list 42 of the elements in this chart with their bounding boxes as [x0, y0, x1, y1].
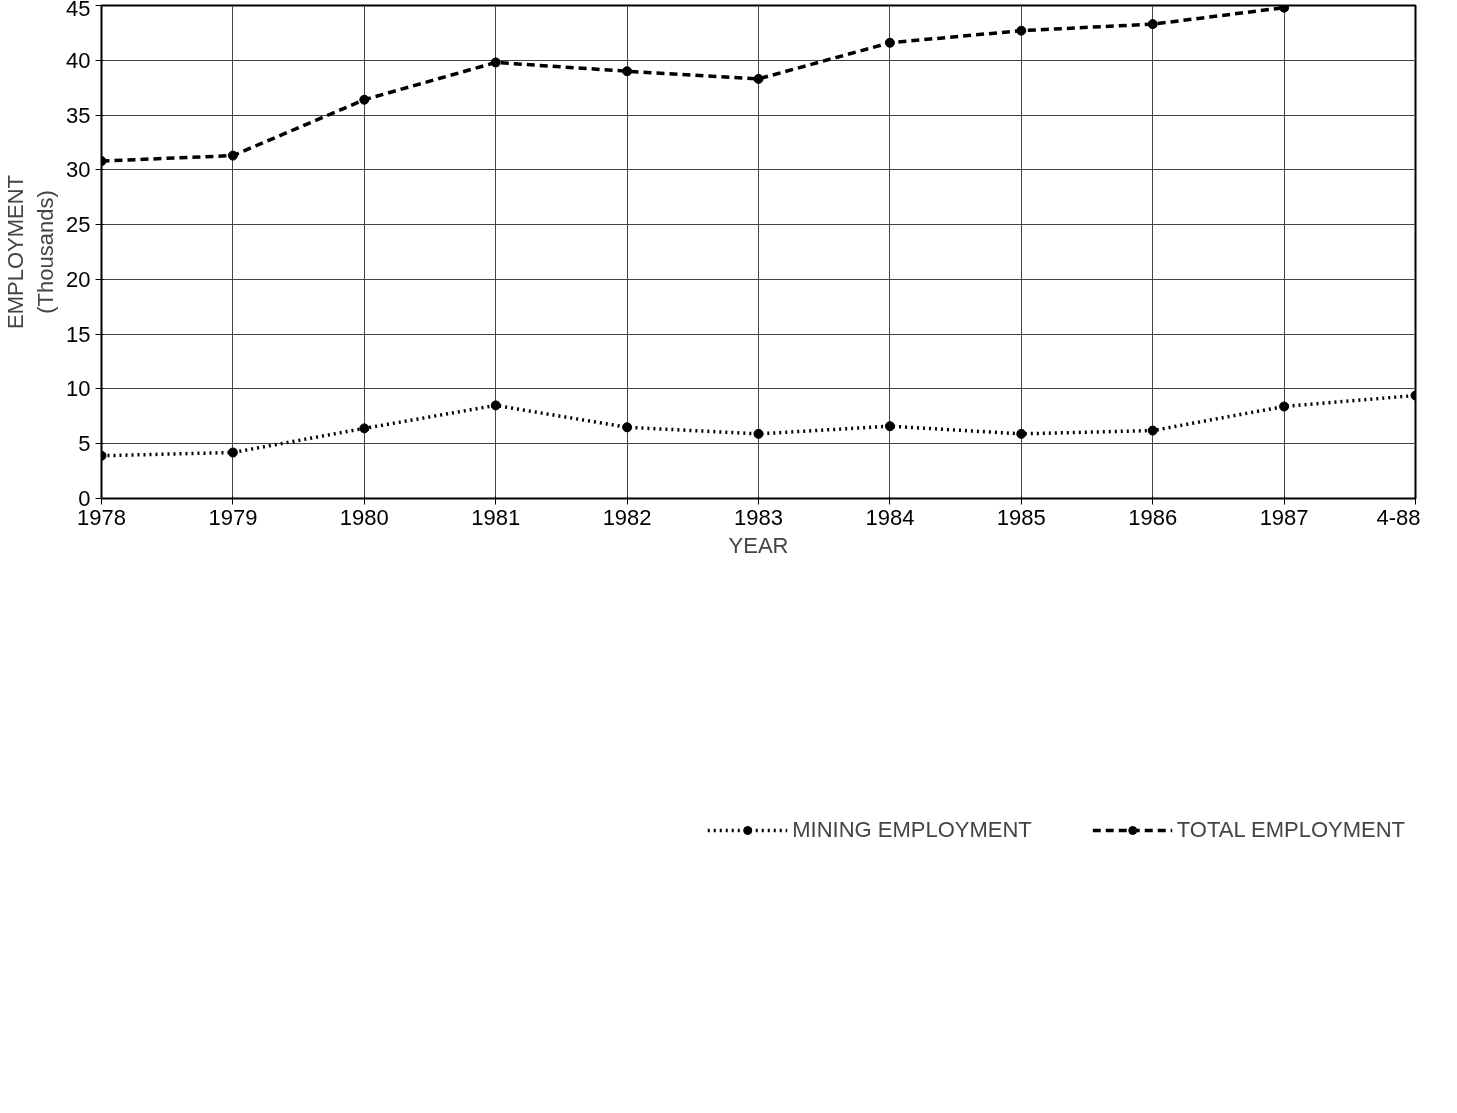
- x-tick-label: 1985: [996, 504, 1046, 530]
- y-tick-label: 40: [66, 47, 91, 73]
- x-tick-label: 1981: [471, 504, 521, 530]
- point: [753, 73, 764, 84]
- point: [1147, 19, 1158, 30]
- point: [1279, 5, 1290, 13]
- x-tick-label: 1980: [339, 504, 389, 530]
- y-tick-label: 15: [66, 321, 91, 347]
- point: [227, 447, 238, 458]
- x-tick-label: 1983: [734, 504, 783, 530]
- legend-label: TOTAL EMPLOYMENT: [1176, 817, 1405, 843]
- point: [1016, 25, 1027, 36]
- point: [359, 94, 370, 105]
- point: [490, 57, 501, 68]
- x-axis-title: YEAR: [728, 532, 789, 558]
- x-tick-label: 1984: [865, 504, 915, 530]
- x-tick-label: 1979: [208, 504, 258, 530]
- point: [1016, 428, 1027, 439]
- point: [359, 423, 370, 434]
- y-tick-label: 25: [66, 212, 91, 238]
- y-tick-label: 45: [66, 0, 91, 21]
- x-tick-label: 4-88: [1376, 504, 1421, 530]
- y-axis-title: EMPLOYMENT (Thousands): [3, 174, 59, 330]
- y-tick-label: 0: [78, 486, 91, 511]
- y-tick-label: 20: [66, 266, 91, 292]
- point: [1147, 425, 1158, 436]
- x-tick-label: 1987: [1259, 504, 1309, 530]
- point: [490, 400, 501, 411]
- point: [622, 422, 633, 433]
- y-tick-label: 5: [78, 431, 91, 457]
- point: [227, 150, 238, 161]
- x-tick-label: 1986: [1128, 504, 1178, 530]
- legend-label: MINING EMPLOYMENT: [792, 817, 1032, 843]
- y-tick-label: 10: [66, 376, 91, 402]
- point: [753, 428, 764, 439]
- point: [1279, 401, 1290, 412]
- point: [884, 421, 895, 432]
- y-tick-label: 35: [66, 102, 91, 128]
- y-tick-label: 30: [66, 157, 91, 183]
- x-tick-label: 1982: [602, 504, 652, 530]
- point: [884, 37, 895, 48]
- point: [622, 66, 633, 77]
